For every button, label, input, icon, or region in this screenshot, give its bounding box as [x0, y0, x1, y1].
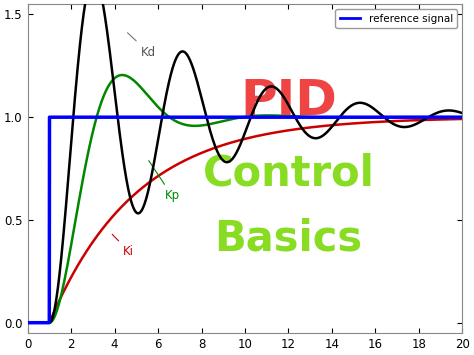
Text: Control: Control: [202, 152, 374, 194]
Text: Kp: Kp: [149, 160, 180, 202]
Text: Kd: Kd: [128, 33, 156, 59]
Text: Basics: Basics: [214, 218, 363, 260]
Text: Ki: Ki: [112, 234, 134, 258]
Legend: reference signal: reference signal: [336, 9, 457, 28]
Text: PID: PID: [240, 77, 337, 125]
